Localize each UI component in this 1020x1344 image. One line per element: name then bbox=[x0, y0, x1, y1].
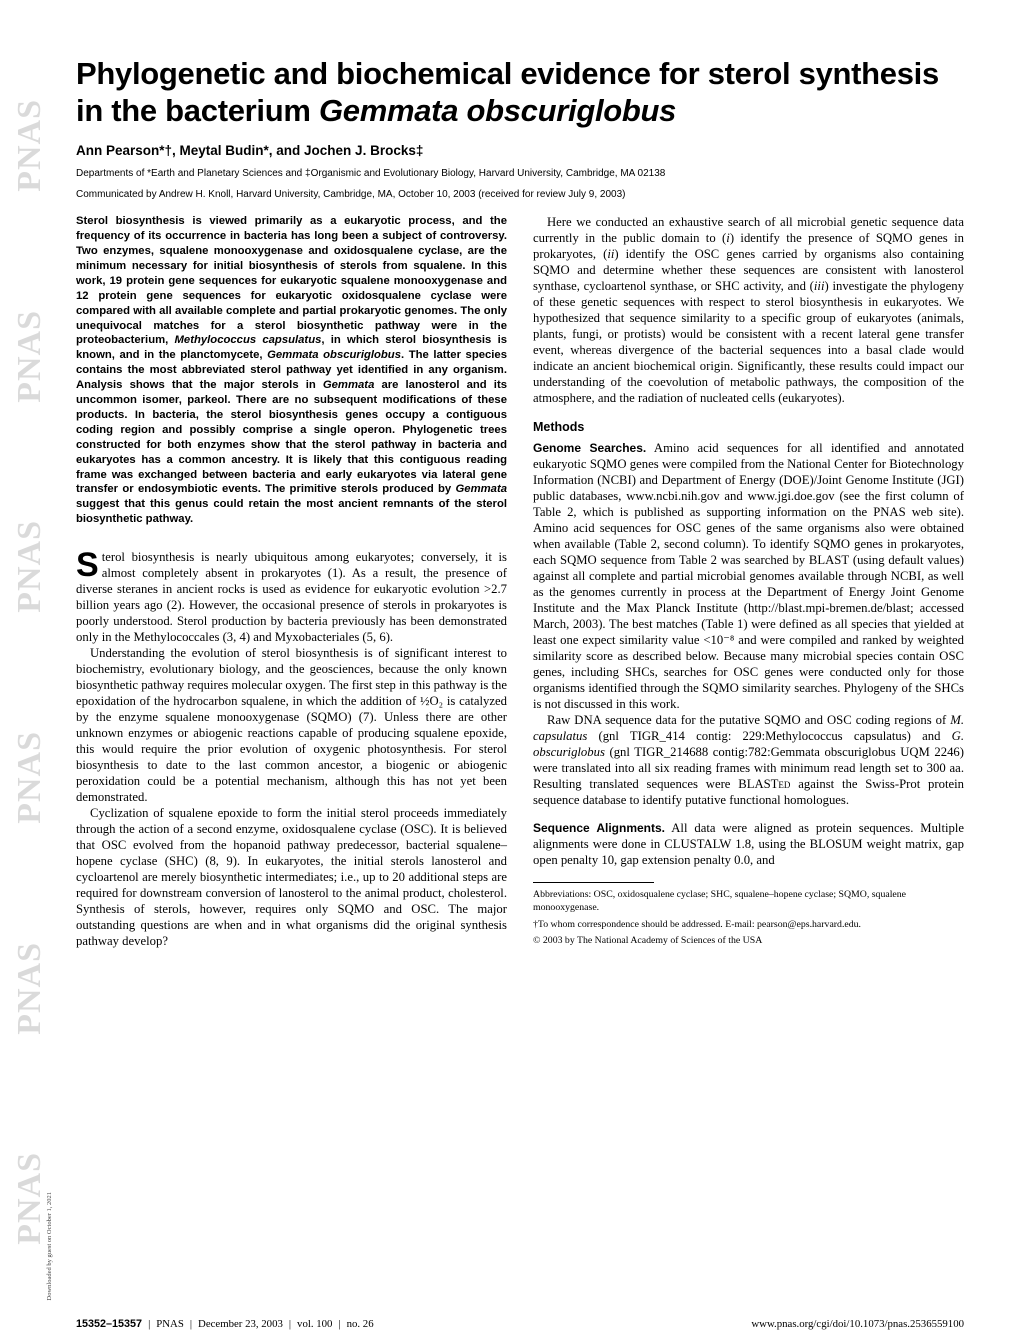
dropcap: S bbox=[76, 549, 102, 580]
article-title: Phylogenetic and biochemical evidence fo… bbox=[76, 56, 964, 129]
pnas-watermark: PNASPNAS PNASPNAS PNASPNAS bbox=[8, 40, 52, 1304]
methods-heading: Methods bbox=[533, 420, 964, 436]
intro-para-3: Cyclization of squalene epoxide to form … bbox=[76, 805, 507, 949]
authors-line: Ann Pearson*†, Meytal Budin*, and Jochen… bbox=[76, 143, 964, 158]
download-note: Downloaded by guest on October 1, 2021 bbox=[46, 1192, 53, 1301]
footnote-correspondence: †To whom correspondence should be addres… bbox=[533, 919, 964, 932]
sequence-alignments-para: Sequence Alignments. All data were align… bbox=[533, 820, 964, 868]
footnote-abbreviations: Abbreviations: OSC, oxidosqualene cyclas… bbox=[533, 889, 964, 914]
genome-searches-para-2: Raw DNA sequence data for the putative S… bbox=[533, 712, 964, 808]
intro-para-2: Understanding the evolution of sterol bi… bbox=[76, 645, 507, 805]
two-column-body: Sterol biosynthesis is viewed primarily … bbox=[76, 214, 964, 952]
intro-para-4: Here we conducted an exhaustive search o… bbox=[533, 214, 964, 406]
intro-para-1: Sterol biosynthesis is nearly ubiquitous… bbox=[76, 549, 507, 645]
footer-left: 15352–15357|PNAS|December 23, 2003|vol. … bbox=[76, 1318, 374, 1330]
footnote-copyright: © 2003 by The National Academy of Scienc… bbox=[533, 935, 964, 948]
page-footer: 15352–15357|PNAS|December 23, 2003|vol. … bbox=[76, 1318, 964, 1330]
footnote-rule bbox=[533, 882, 654, 883]
abstract: Sterol biosynthesis is viewed primarily … bbox=[76, 214, 507, 527]
genome-searches-para-1: Genome Searches. Amino acid sequences fo… bbox=[533, 440, 964, 712]
page-content: Phylogenetic and biochemical evidence fo… bbox=[76, 56, 964, 1304]
footer-right: www.pnas.org/cgi/doi/10.1073/pnas.253655… bbox=[751, 1318, 964, 1330]
communicated-line: Communicated by Andrew H. Knoll, Harvard… bbox=[76, 189, 964, 200]
affiliations: Departments of *Earth and Planetary Scie… bbox=[76, 168, 964, 179]
footnotes: Abbreviations: OSC, oxidosqualene cyclas… bbox=[533, 889, 964, 948]
